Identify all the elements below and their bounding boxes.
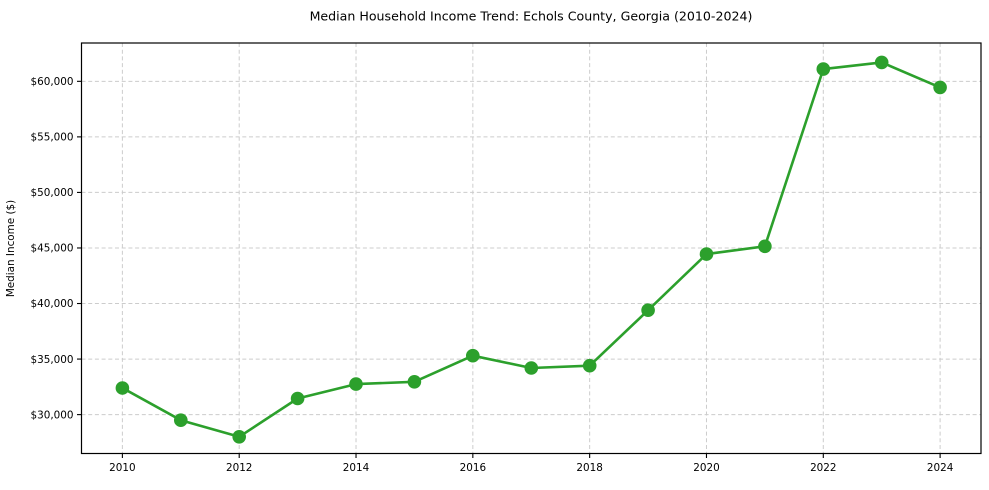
data-point-2022 <box>816 62 831 76</box>
y-tick-label: $40,000 <box>31 298 74 310</box>
income-series <box>115 55 947 444</box>
data-point-2018 <box>582 358 597 373</box>
y-tick-label: $60,000 <box>31 76 74 88</box>
data-point-2011 <box>174 413 188 428</box>
x-tick-label: 2024 <box>927 462 954 474</box>
data-point-2021 <box>758 239 772 254</box>
y-tick-label: $45,000 <box>31 243 74 255</box>
data-point-2014 <box>349 377 363 391</box>
y-axis-label: Median Income ($) <box>5 200 17 297</box>
data-point-2023 <box>874 55 889 70</box>
chart-title: Median Household Income Trend: Echols Co… <box>310 9 753 24</box>
data-point-2013 <box>290 391 305 406</box>
data-point-2024 <box>933 80 947 95</box>
y-tick-label: $55,000 <box>31 132 74 144</box>
y-tick-label: $35,000 <box>31 354 74 366</box>
data-point-2017 <box>524 361 539 375</box>
data-point-2019 <box>641 303 655 318</box>
x-tick-label: 2014 <box>343 462 370 474</box>
x-tick-label: 2020 <box>693 462 719 474</box>
axis-ticks: 2010 2012 2014 2016 2018 2020 2022 2024 $30,000 $… <box>31 76 954 474</box>
data-point-2012 <box>232 430 246 444</box>
data-point-2010 <box>115 381 130 395</box>
y-tick-label: $30,000 <box>31 409 74 421</box>
gridlines <box>81 43 981 454</box>
data-point-2016 <box>466 348 480 363</box>
x-tick-label: 2022 <box>810 462 836 474</box>
y-tick-label: $50,000 <box>31 187 74 199</box>
data-point-2015 <box>407 375 422 389</box>
x-tick-label: 2010 <box>109 462 135 474</box>
x-tick-label: 2012 <box>226 462 252 474</box>
x-tick-label: 2016 <box>460 462 486 474</box>
x-tick-label: 2018 <box>576 462 602 474</box>
data-point-2020 <box>699 247 714 261</box>
